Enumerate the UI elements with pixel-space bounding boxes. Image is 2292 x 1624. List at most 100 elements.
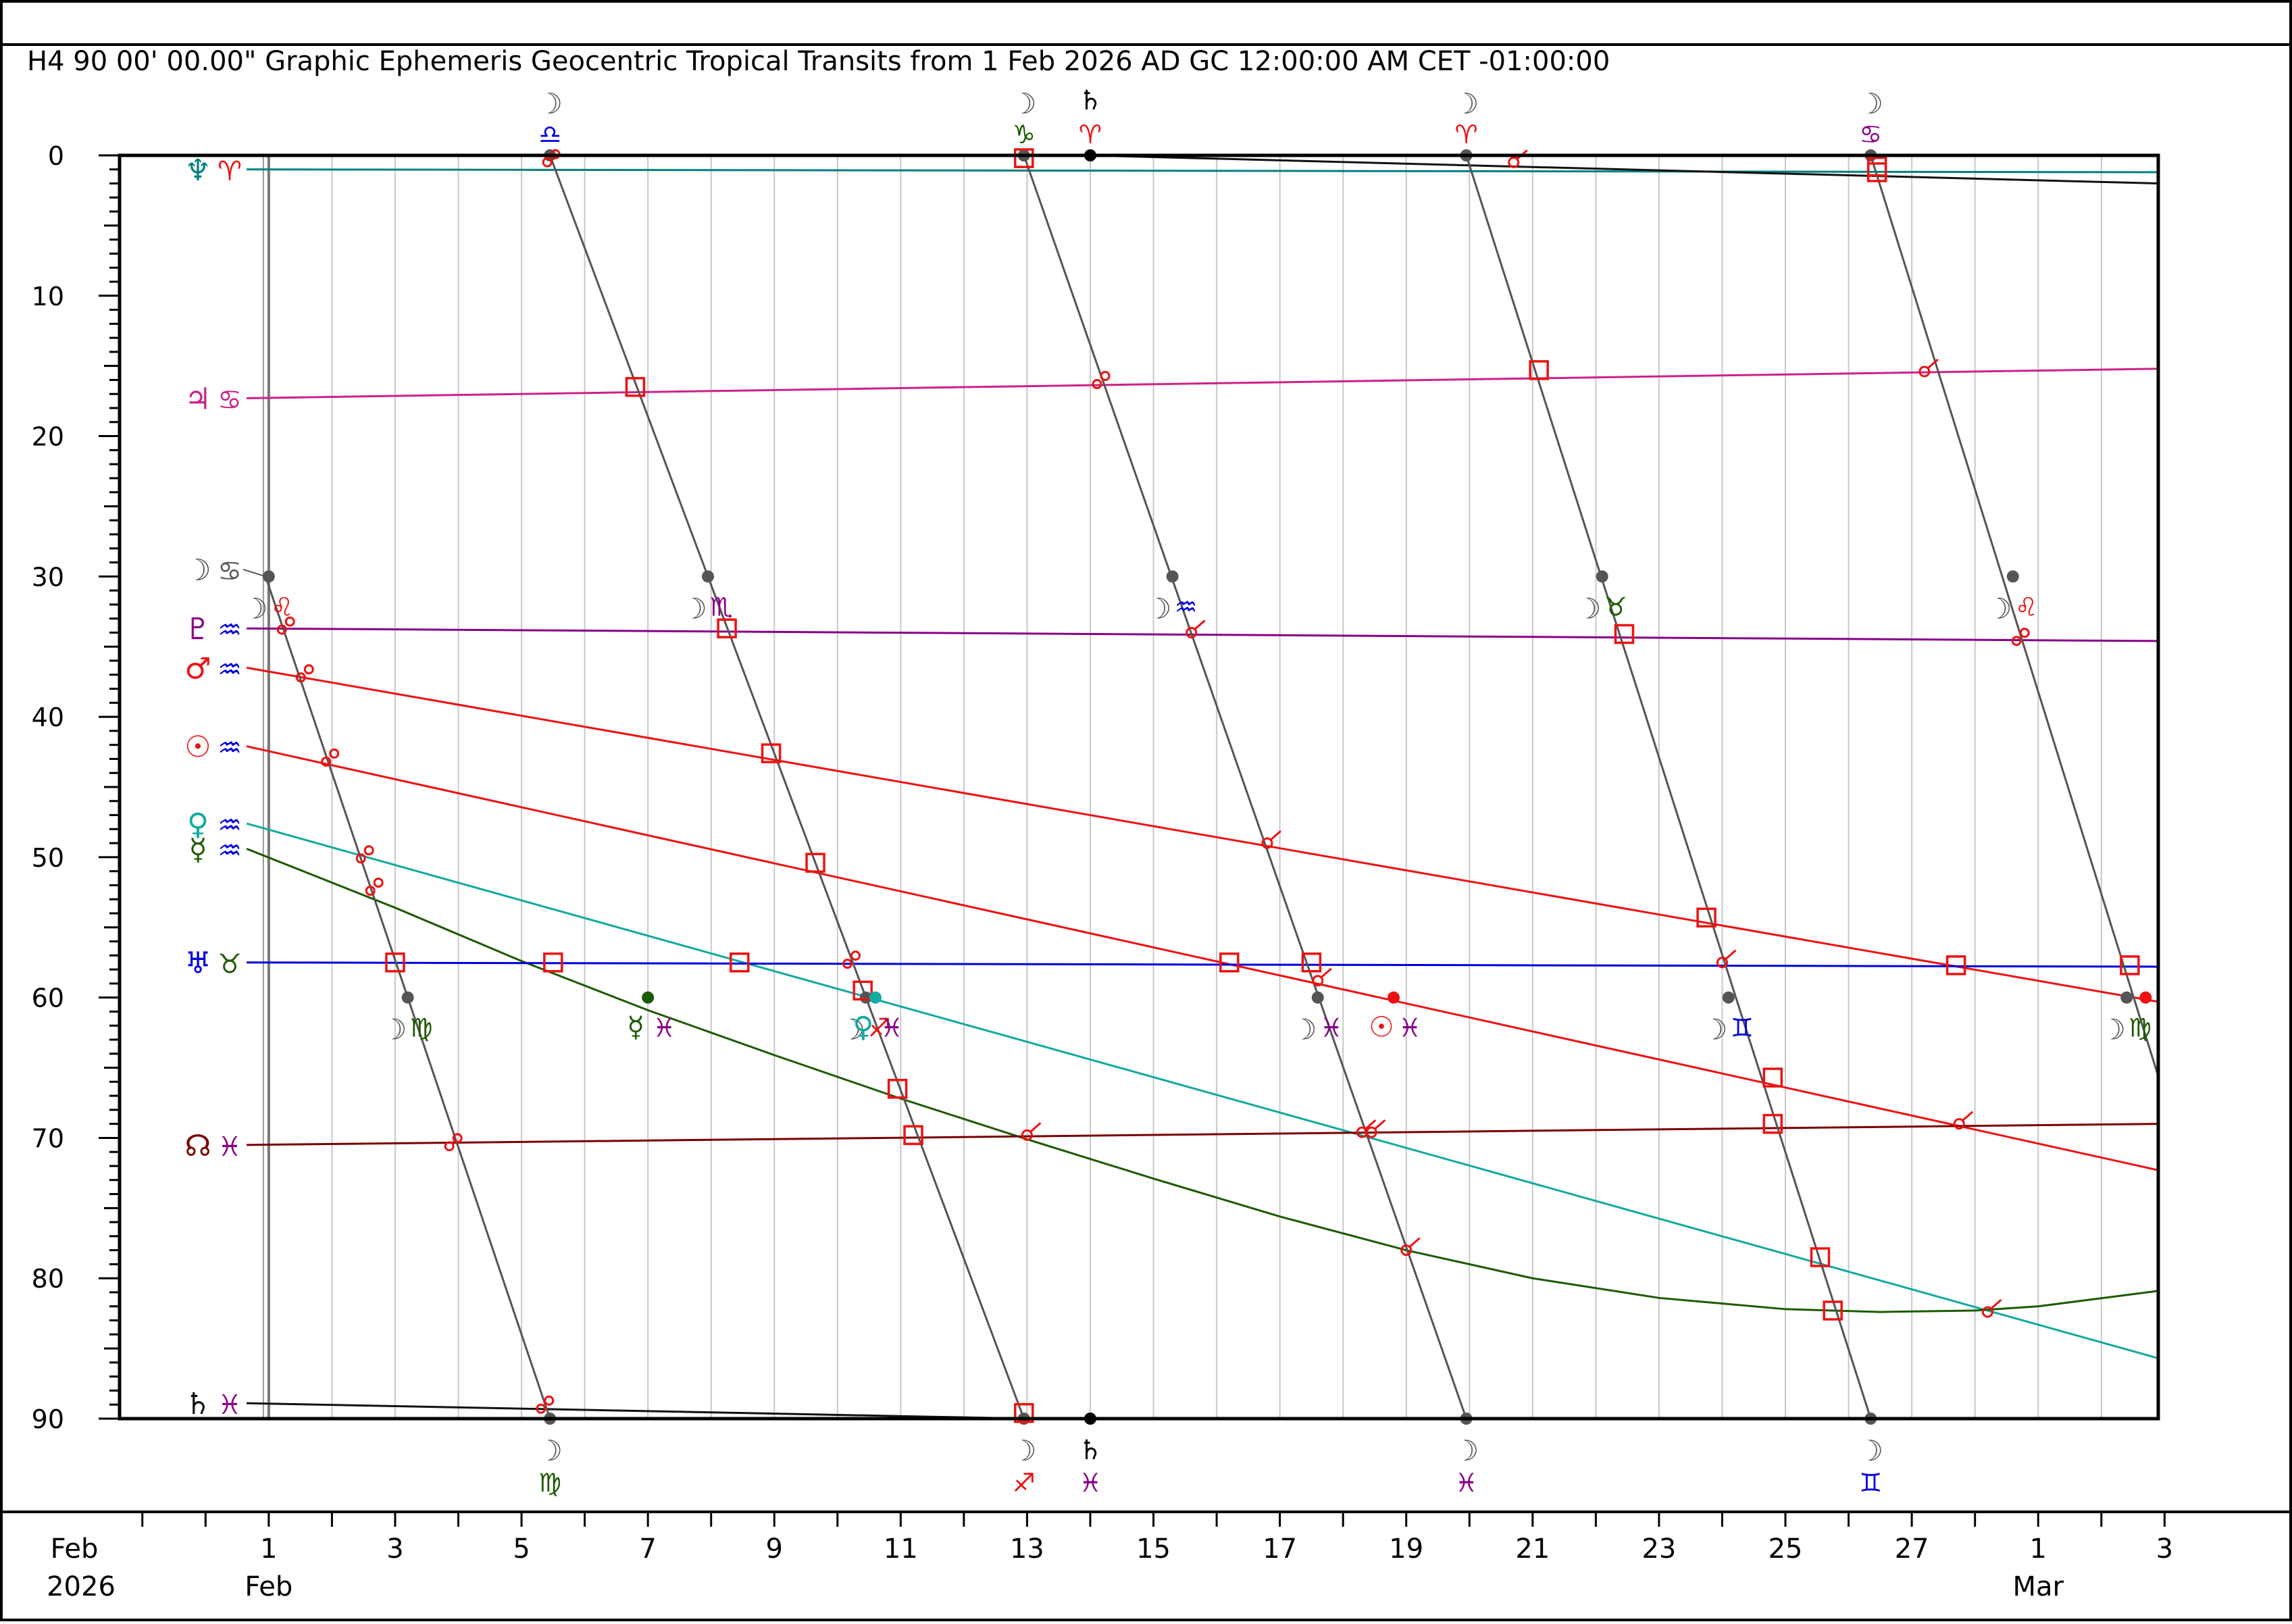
moon-glyph: ☽ bbox=[1454, 1434, 1479, 1467]
planet-glyph-sun: ☉ bbox=[184, 730, 211, 765]
moon-glyph: ☽ bbox=[840, 1013, 865, 1046]
sextile-aspect-marker bbox=[1400, 1244, 1412, 1257]
x-tick-label: 27 bbox=[1895, 1533, 1929, 1565]
x-tick-label: 5 bbox=[513, 1533, 530, 1565]
moon-glyph: ☽ bbox=[682, 592, 707, 625]
trine-aspect-marker bbox=[1092, 379, 1102, 390]
moon-sign-glyph: ♓ bbox=[1455, 1468, 1478, 1498]
planet-sign-venus: ♒ bbox=[218, 810, 242, 841]
square-aspect-marker bbox=[1219, 952, 1240, 973]
moon-sign-glyph: ♉ bbox=[1604, 592, 1627, 621]
plot-frame bbox=[118, 153, 2160, 1421]
planet-sign-jupiter: ♋ bbox=[218, 384, 242, 415]
planet-glyph-mars: ♂ bbox=[184, 651, 211, 686]
x-tick-label: 13 bbox=[1010, 1533, 1044, 1565]
planet-glyph-moon: ☽ bbox=[184, 553, 211, 588]
square-aspect-marker bbox=[761, 743, 782, 763]
moon-glyph: ☽ bbox=[1858, 1434, 1884, 1467]
moon-glyph: ☽ bbox=[1454, 87, 1479, 120]
square-aspect-marker bbox=[717, 618, 737, 638]
trine-aspect-marker-tail bbox=[363, 845, 374, 856]
x-tick-label: 17 bbox=[1263, 1533, 1297, 1565]
y-tick-label: 80 bbox=[32, 1264, 64, 1294]
ingress-sign-glyph: ♓ bbox=[880, 1013, 903, 1043]
series-line-uranus bbox=[247, 961, 2159, 968]
trine-aspect-marker bbox=[444, 1141, 455, 1152]
sextile-aspect-marker-slash bbox=[1373, 1119, 1386, 1131]
planet-glyph-saturn: ♄ bbox=[184, 1387, 211, 1421]
sextile-aspect-marker-slash bbox=[1724, 949, 1737, 961]
moon-event-dot bbox=[859, 991, 872, 1004]
sextile-aspect-marker bbox=[1261, 837, 1273, 849]
ingress-dot bbox=[2139, 991, 2152, 1004]
ingress-sign-glyph: ♓ bbox=[653, 1013, 676, 1043]
moon-sign-glyph: ♒ bbox=[1175, 592, 1198, 621]
sextile-aspect-marker-slash bbox=[1029, 1122, 1042, 1134]
series-line-pluto bbox=[247, 627, 2159, 642]
planet-glyph-mercury: ☿ bbox=[188, 832, 207, 867]
sextile-aspect-marker bbox=[1918, 365, 1931, 378]
saturn-sign-top: ♈ bbox=[1079, 120, 1102, 149]
moon-event-dot bbox=[2006, 570, 2019, 583]
moon-sign-glyph: ♎ bbox=[538, 120, 561, 149]
moon-event-dot bbox=[401, 991, 414, 1004]
moon-glyph: ☽ bbox=[1858, 87, 1884, 120]
saturn-sign-bottom: ♓ bbox=[1079, 1468, 1102, 1498]
moon-event-dot bbox=[1722, 991, 1735, 1004]
moon-sign-glyph: ♈ bbox=[1455, 120, 1478, 149]
moon-sign-glyph: ♍ bbox=[410, 1013, 433, 1043]
planet-sign-moon: ♋ bbox=[218, 556, 242, 587]
x-tick-label: 23 bbox=[1641, 1533, 1676, 1565]
y-tick-label: 70 bbox=[32, 1123, 64, 1153]
moon-event-dot bbox=[1166, 570, 1179, 583]
series-line-jupiter bbox=[247, 367, 2159, 399]
sextile-aspect-marker-slash bbox=[1364, 1119, 1377, 1131]
sextile-aspect-marker bbox=[1021, 1129, 1033, 1141]
planet-glyph-venus: ♀ bbox=[187, 807, 209, 842]
trine-aspect-marker bbox=[842, 959, 853, 969]
sextile-aspect-marker bbox=[1186, 626, 1198, 638]
moon-event-dot bbox=[2120, 991, 2133, 1004]
planet-glyph-neptune: ♆ bbox=[184, 153, 211, 188]
sextile-aspect-marker bbox=[1312, 975, 1324, 987]
ingress-planet-glyph: ☉ bbox=[1369, 1011, 1394, 1044]
x-tick-label: 1 bbox=[2030, 1533, 2047, 1565]
square-aspect-marker bbox=[625, 377, 646, 397]
moon-sign-glyph: ♋ bbox=[1859, 120, 1882, 149]
square-aspect-marker bbox=[1014, 1402, 1034, 1423]
moon-event-dot bbox=[1311, 991, 1324, 1004]
moon-sign-glyph: ♑ bbox=[1013, 120, 1036, 149]
grid bbox=[262, 155, 2102, 1419]
x-tick-label: 21 bbox=[1515, 1533, 1550, 1565]
planet-sign-pluto: ♒ bbox=[218, 615, 242, 646]
square-aspect-marker bbox=[1614, 624, 1635, 644]
square-aspect-marker bbox=[903, 1125, 923, 1146]
square-aspect-marker bbox=[805, 853, 825, 873]
sextile-aspect-marker bbox=[1716, 957, 1729, 969]
square-aspect-marker bbox=[1762, 1067, 1783, 1088]
planet-sign-mercury: ♒ bbox=[218, 835, 242, 866]
sextile-aspect-marker-slash bbox=[1926, 358, 1939, 370]
trine-aspect-marker bbox=[321, 756, 332, 767]
moon-line bbox=[1023, 155, 1468, 1419]
ingress-planet-glyph: ☿ bbox=[627, 1011, 644, 1044]
square-aspect-marker bbox=[1823, 1300, 1843, 1321]
trine-aspect-marker-tail bbox=[303, 664, 314, 675]
moon-glyph: ☽ bbox=[1702, 1013, 1728, 1046]
square-aspect-marker bbox=[1014, 148, 1034, 168]
trine-aspect-marker bbox=[2011, 636, 2022, 646]
moon-sign-glyph: ♌ bbox=[271, 592, 294, 621]
square-aspect-marker bbox=[543, 952, 563, 973]
moon-sign-glyph: ♓ bbox=[1320, 1013, 1343, 1043]
moon-event-dot bbox=[262, 570, 275, 583]
ingress-planet-glyph: ♀ bbox=[853, 1011, 874, 1044]
x-tick-label: 3 bbox=[2156, 1533, 2173, 1565]
moon-glyph: ☽ bbox=[1292, 1013, 1317, 1046]
moon-glyph: ☽ bbox=[243, 592, 268, 625]
trine-aspect-marker-tail bbox=[850, 950, 861, 961]
y-tick-label: 90 bbox=[32, 1404, 64, 1434]
moon-line bbox=[1465, 155, 1872, 1419]
trine-aspect-marker-tail bbox=[329, 748, 340, 759]
moon-event-dot bbox=[702, 570, 715, 583]
